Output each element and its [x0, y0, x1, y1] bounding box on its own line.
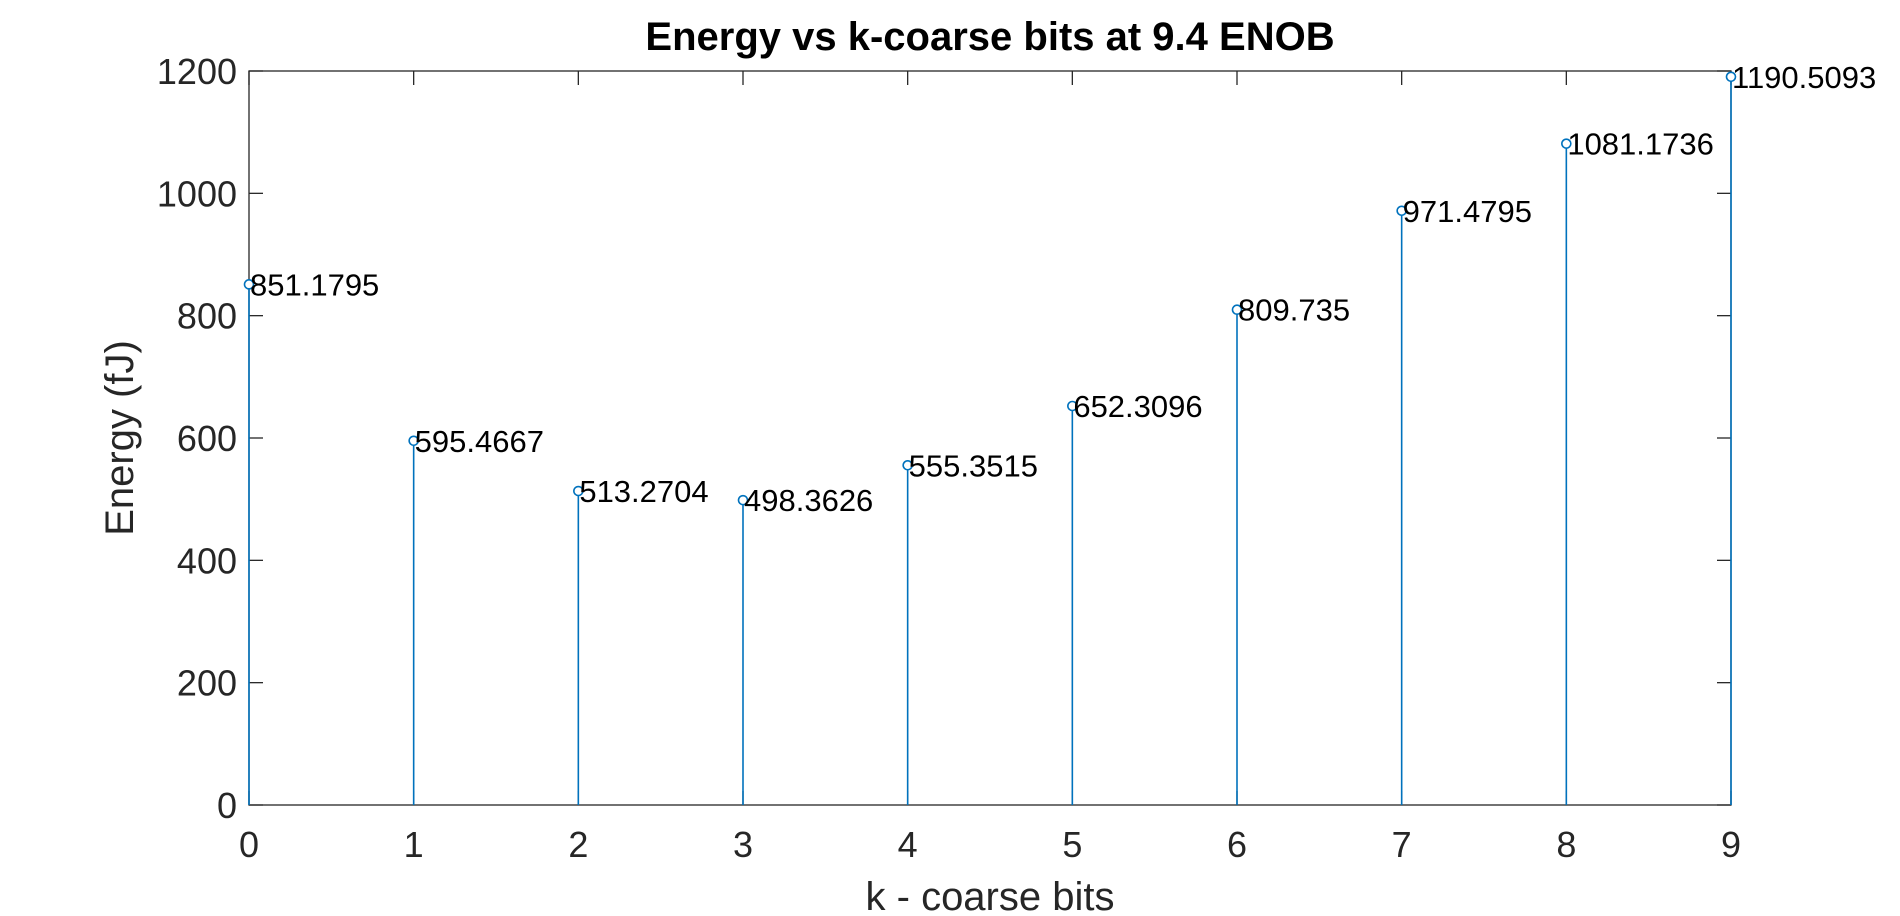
stem-marker — [573, 485, 584, 497]
y-tick-label: 1000 — [157, 173, 237, 214]
x-tick-label: 0 — [239, 824, 259, 865]
axis-ticks: 0 1 2 3 4 5 6 7 8 9 0 200 400 600 800 1000 1200 — [157, 51, 1741, 865]
stem-marker — [737, 494, 749, 506]
x-tick-label: 1 — [404, 824, 424, 865]
data-label: 851.1795 — [250, 267, 379, 302]
x-tick-label: 4 — [898, 824, 918, 865]
data-label: 652.3096 — [1073, 389, 1202, 424]
x-tick-label: 2 — [568, 824, 588, 865]
x-tick-label: 3 — [733, 824, 753, 865]
plot-area: 0 1 2 3 4 5 6 7 8 9 0 200 400 600 800 1000 1200 851.1795… — [157, 51, 1876, 865]
y-axis-label: Energy (fJ) — [98, 340, 142, 536]
stem-marker — [1067, 400, 1078, 412]
y-tick-label: 1200 — [157, 51, 237, 92]
stem-marker — [1396, 205, 1407, 217]
y-tick-label: 400 — [177, 540, 237, 581]
y-tick-label: 600 — [177, 418, 237, 459]
x-tick-label: 8 — [1556, 824, 1576, 865]
x-tick-label: 6 — [1227, 824, 1247, 865]
stem-marker — [1231, 304, 1243, 316]
x-axis-label: k - coarse bits — [866, 875, 1115, 916]
x-tick-label: 7 — [1392, 824, 1412, 865]
data-label: 1081.1736 — [1567, 127, 1714, 162]
data-label: 1190.5093 — [1732, 60, 1876, 95]
data-label: 498.3626 — [744, 483, 873, 518]
stem-marker — [902, 460, 913, 471]
data-label: 971.4795 — [1403, 194, 1532, 229]
stem-marker — [243, 279, 255, 290]
data-label: 595.4667 — [415, 424, 544, 459]
chart-title: Energy vs k-coarse bits at 9.4 ENOB — [645, 15, 1334, 59]
y-tick-label: 0 — [217, 785, 237, 826]
x-tick-label: 9 — [1721, 824, 1741, 865]
data-label: 555.3515 — [909, 448, 1038, 483]
stem-marker — [1725, 71, 1737, 83]
stem-series — [243, 71, 1737, 805]
stem-marker — [1561, 138, 1572, 149]
stem-marker — [408, 435, 419, 447]
y-tick-label: 200 — [177, 663, 237, 704]
data-label: 809.735 — [1238, 293, 1350, 328]
x-tick-label: 5 — [1062, 824, 1082, 865]
data-label: 513.2704 — [579, 474, 708, 509]
data-labels: 851.1795 595.4667 513.2704 498.3626 555.3515… — [250, 60, 1876, 518]
y-tick-label: 800 — [177, 296, 237, 337]
